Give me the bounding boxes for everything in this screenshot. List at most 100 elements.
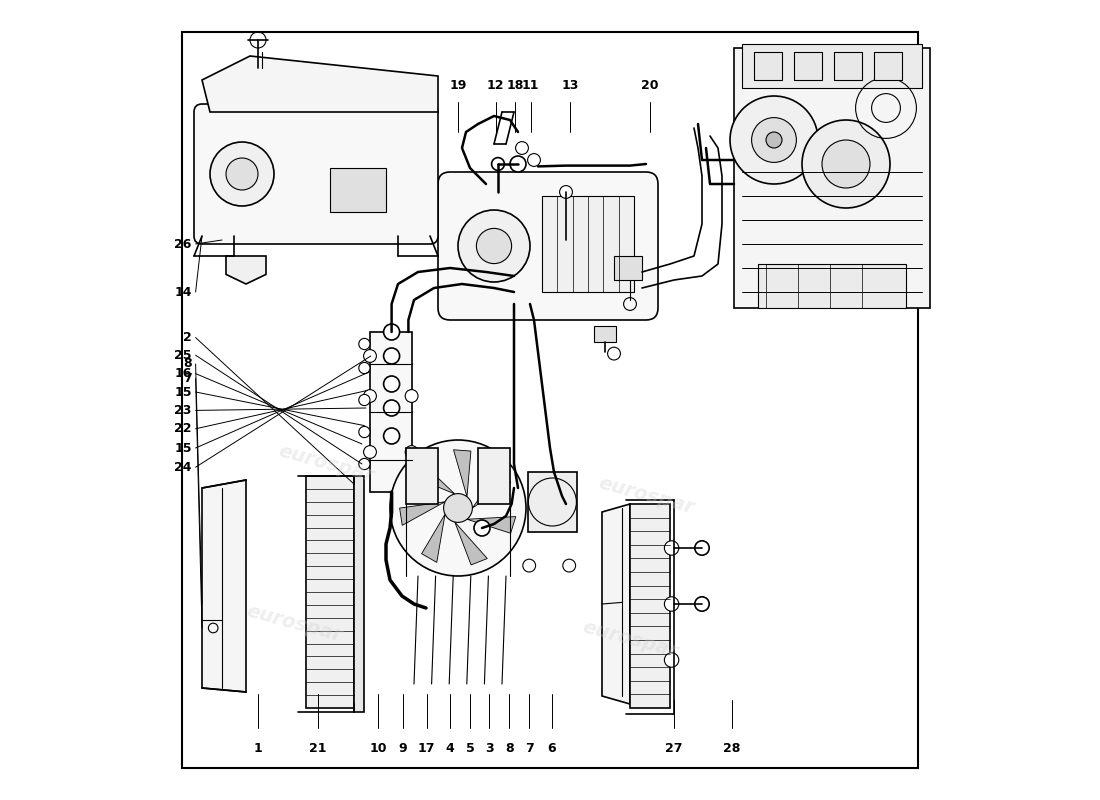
Polygon shape [406,448,438,504]
Text: eurospar: eurospar [244,602,344,646]
Polygon shape [478,448,510,504]
Circle shape [384,348,399,364]
Circle shape [474,520,490,536]
Bar [758,264,906,308]
Circle shape [664,541,679,555]
Text: 23: 23 [174,404,191,417]
Circle shape [510,156,526,172]
Bar [370,332,411,492]
Bar [754,52,782,80]
Circle shape [522,559,536,572]
Text: 8: 8 [505,742,514,755]
Bar [794,52,822,80]
Circle shape [384,324,399,340]
Circle shape [443,494,472,522]
Bar [330,168,386,212]
Circle shape [384,428,399,444]
Text: 18: 18 [506,79,524,92]
Text: 28: 28 [723,742,740,755]
Bar [874,52,902,80]
Circle shape [730,96,818,184]
FancyBboxPatch shape [194,104,438,244]
Circle shape [384,400,399,416]
Text: 14: 14 [174,286,191,298]
Bar [742,44,922,88]
Text: 8: 8 [183,358,191,370]
Circle shape [364,350,376,362]
Text: 4: 4 [446,742,454,755]
Circle shape [822,140,870,188]
Text: 20: 20 [641,79,659,92]
Bar [528,472,578,532]
Bar [834,52,862,80]
Polygon shape [472,468,510,508]
Text: 19: 19 [449,79,466,92]
Text: 17: 17 [418,742,436,755]
Circle shape [528,154,540,166]
Text: 27: 27 [666,742,683,755]
Bar [594,326,616,342]
Text: 5: 5 [465,742,474,755]
Circle shape [607,347,620,360]
Circle shape [405,446,418,458]
Text: 16: 16 [174,367,191,380]
Text: 15: 15 [174,442,191,454]
Text: 21: 21 [309,742,327,755]
Text: 26: 26 [174,238,191,250]
Text: 24: 24 [174,461,191,474]
Polygon shape [202,56,438,112]
Polygon shape [399,502,446,526]
Circle shape [359,394,370,406]
Polygon shape [226,256,266,284]
Bar [354,476,364,712]
Text: eurospar: eurospar [596,474,696,518]
Bar [630,504,670,708]
Bar [614,256,642,280]
Bar [306,476,354,708]
Circle shape [476,229,512,264]
Polygon shape [453,450,471,497]
Circle shape [695,597,710,611]
Circle shape [359,458,370,470]
Circle shape [560,186,572,198]
Polygon shape [602,504,630,704]
Circle shape [226,158,258,190]
Bar [734,48,930,308]
Circle shape [664,653,679,667]
Polygon shape [409,462,454,494]
Circle shape [364,390,376,402]
Text: 7: 7 [525,742,533,755]
Text: eurospar: eurospar [580,618,680,662]
Circle shape [751,118,796,162]
Circle shape [458,210,530,282]
Circle shape [359,338,370,350]
Text: 11: 11 [522,79,539,92]
Circle shape [364,446,376,458]
FancyBboxPatch shape [438,172,658,320]
Polygon shape [202,480,246,692]
Text: 13: 13 [561,79,579,92]
Text: 22: 22 [174,422,191,435]
Polygon shape [468,517,516,534]
Circle shape [516,142,528,154]
Text: 7: 7 [183,372,191,385]
Text: 1: 1 [254,742,263,755]
Circle shape [563,559,575,572]
Circle shape [210,142,274,206]
Text: 2: 2 [183,331,191,344]
Text: 3: 3 [485,742,494,755]
Circle shape [359,362,370,374]
Circle shape [766,132,782,148]
Circle shape [359,426,370,438]
Text: 25: 25 [174,349,191,362]
Polygon shape [421,514,446,562]
Circle shape [664,597,679,611]
Circle shape [802,120,890,208]
Bar [542,196,634,292]
Polygon shape [454,522,487,565]
Circle shape [492,158,505,170]
Text: 15: 15 [174,386,191,398]
Circle shape [384,376,399,392]
Text: 6: 6 [548,742,556,755]
Text: 9: 9 [398,742,407,755]
